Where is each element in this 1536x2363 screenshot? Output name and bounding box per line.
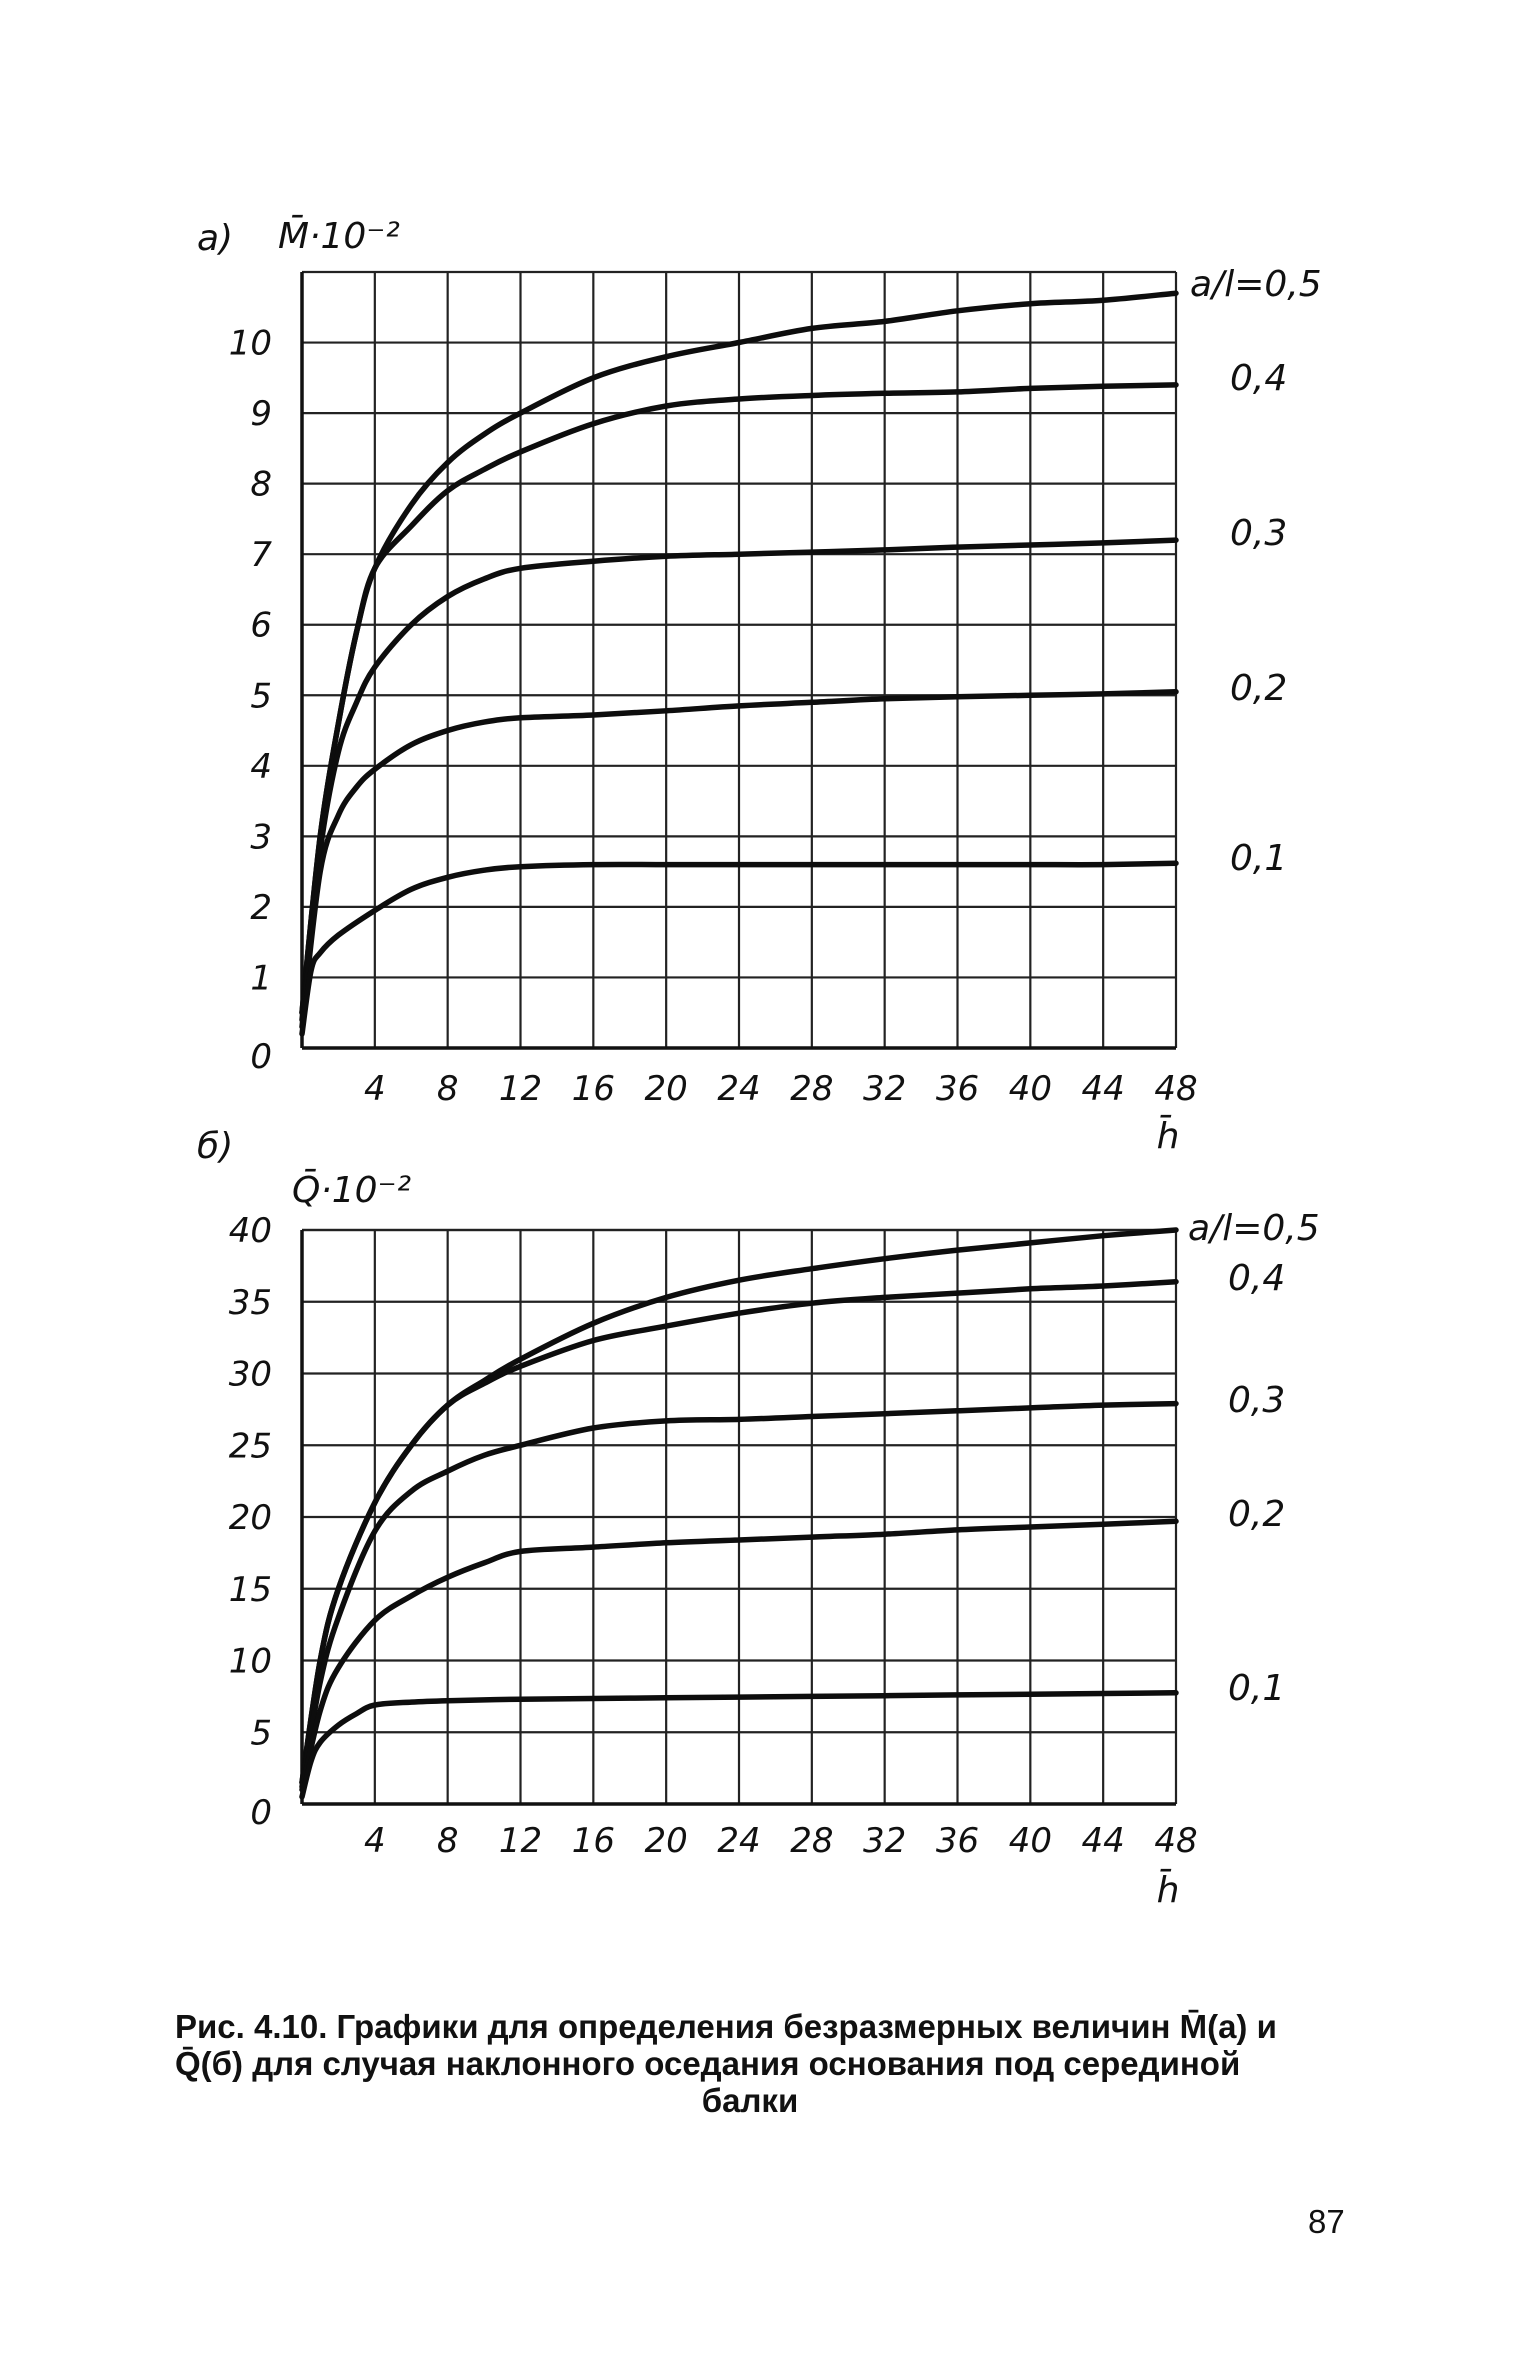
x-tick-label: 16 [572, 1821, 615, 1861]
series-label: 0,2 [1228, 1494, 1285, 1535]
y-tick-label: 6 [250, 606, 272, 646]
y-tick-label: 10 [229, 324, 272, 364]
x-tick-label: 12 [499, 1821, 542, 1861]
x-tick-label: 32 [863, 1069, 906, 1109]
caption-line-1: Рис. 4.10. Графики для определения безра… [175, 2008, 1277, 2045]
series-label: a/l=0,5 [1190, 264, 1322, 305]
y-tick-label: 0 [250, 1793, 272, 1833]
y-tick-label: 25 [229, 1426, 272, 1466]
x-axis-label: h̄ [1157, 1868, 1180, 1911]
x-tick-label: 36 [936, 1821, 979, 1861]
x-tick-label: 32 [863, 1821, 906, 1861]
x-tick-label: 8 [437, 1069, 459, 1109]
x-tick-label: 40 [1009, 1821, 1052, 1861]
y-tick-label: 20 [229, 1498, 272, 1538]
x-tick-label: 4 [364, 1821, 386, 1861]
y-axis-label: M̄·10⁻² [278, 214, 400, 257]
page-number: 87 [1308, 2203, 1345, 2240]
x-tick-label: 36 [936, 1069, 979, 1109]
series-line [299, 860, 1179, 1037]
caption-line-2: Q̄(б) для случая наклонного оседания осн… [175, 2045, 1241, 2082]
y-tick-label: 0 [250, 1037, 272, 1077]
x-tick-label: 24 [717, 1821, 760, 1861]
x-tick-label: 44 [1082, 1821, 1125, 1861]
panel-label: б) [197, 1126, 233, 1167]
series-line [299, 537, 1179, 1023]
y-tick-label: 35 [229, 1283, 272, 1323]
series-label: a/l=0,5 [1188, 1208, 1320, 1249]
x-tick-label: 40 [1009, 1069, 1052, 1109]
x-tick-label: 48 [1154, 1069, 1197, 1109]
y-tick-label: 7 [250, 535, 272, 575]
x-tick-label: 20 [645, 1069, 688, 1109]
series-line [299, 688, 1179, 1030]
x-tick-label: 48 [1154, 1821, 1197, 1861]
x-tick-label: 28 [790, 1069, 833, 1109]
x-tick-label: 4 [364, 1069, 386, 1109]
series-label: 0,3 [1228, 1380, 1285, 1421]
series-label: 0,4 [1228, 1258, 1285, 1299]
figure-caption: Рис. 4.10. Графики для определения безра… [175, 2008, 1365, 2119]
y-tick-label: 2 [250, 888, 272, 928]
y-tick-label: 5 [250, 1713, 272, 1753]
x-tick-label: 28 [790, 1821, 833, 1861]
y-tick-label: 1 [250, 958, 272, 998]
series-line [299, 1690, 1179, 1800]
x-tick-label: 44 [1082, 1069, 1125, 1109]
panel-label: а) [197, 218, 233, 259]
series-line [299, 1278, 1179, 1786]
y-tick-label: 4 [250, 747, 272, 787]
x-tick-label: 8 [437, 1821, 459, 1861]
x-tick-label: 24 [717, 1069, 760, 1109]
series-label: 0,3 [1230, 513, 1287, 554]
x-tick-label: 16 [572, 1069, 615, 1109]
series-line [299, 1518, 1179, 1793]
y-tick-label: 10 [229, 1642, 272, 1682]
y-tick-label: 8 [250, 465, 272, 505]
series-label: 0,1 [1228, 1668, 1285, 1709]
series-label: 0,4 [1230, 358, 1287, 399]
series-label: 0,1 [1230, 838, 1287, 879]
caption-line-3: балки [701, 2082, 799, 2119]
y-axis-label: Q̄·10⁻² [292, 1168, 411, 1211]
x-tick-label: 20 [645, 1821, 688, 1861]
series-line [299, 1400, 1179, 1790]
series-line [299, 382, 1179, 1016]
y-tick-label: 3 [250, 817, 272, 857]
y-tick-label: 30 [229, 1355, 272, 1395]
y-tick-label: 9 [250, 394, 272, 434]
y-tick-label: 15 [229, 1570, 272, 1610]
series-label: 0,2 [1230, 668, 1287, 709]
x-axis-label: h̄ [1157, 1114, 1180, 1157]
y-tick-label: 5 [250, 676, 272, 716]
x-tick-label: 12 [499, 1069, 542, 1109]
y-tick-label: 40 [229, 1211, 272, 1251]
